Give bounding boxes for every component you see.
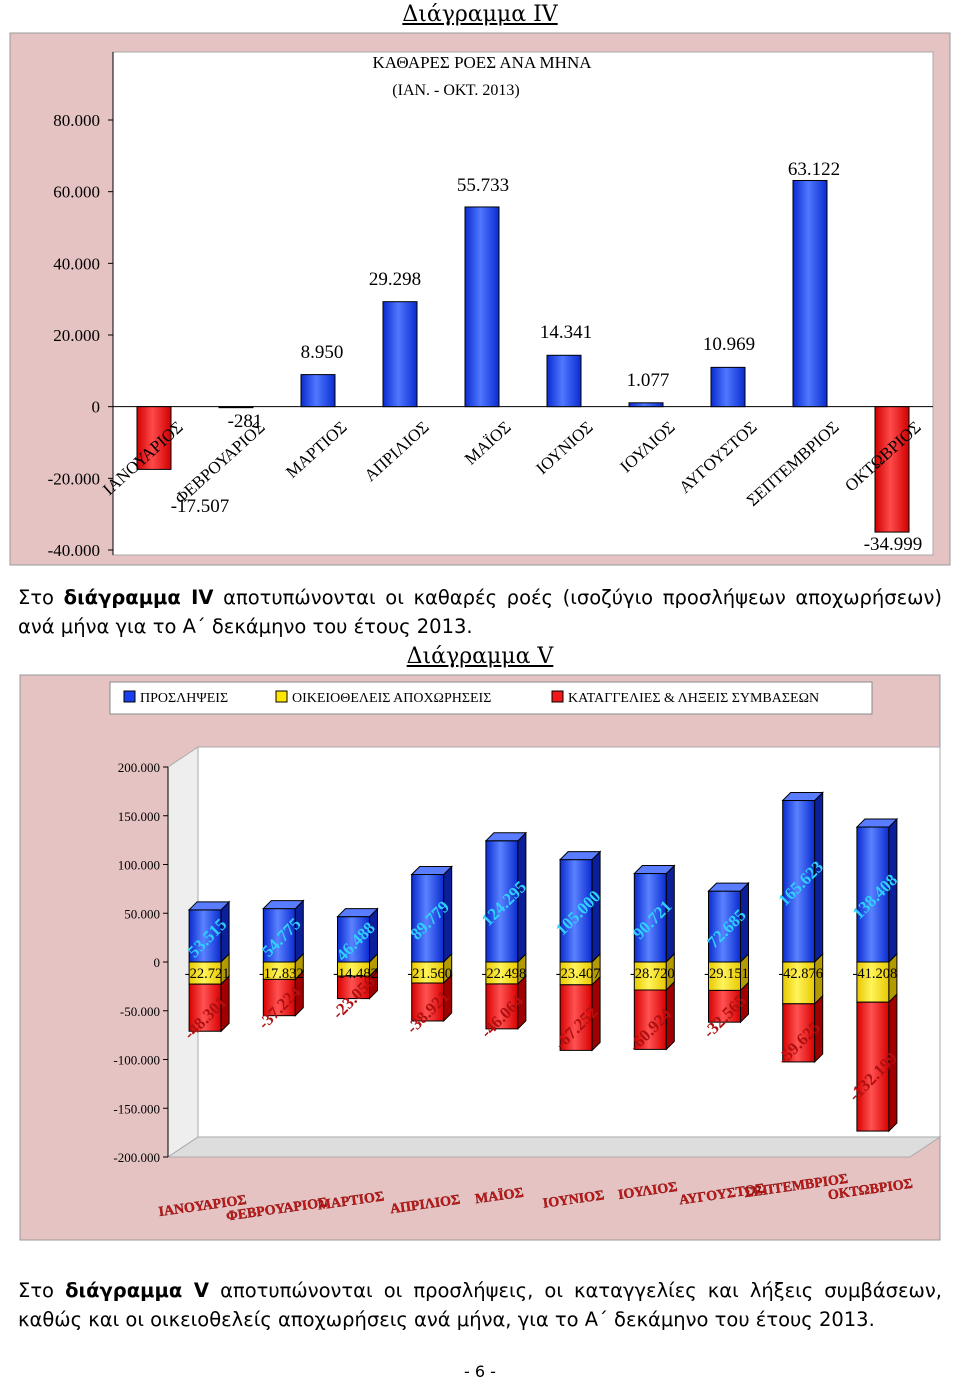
chart2-bar-top [633, 865, 676, 875]
chart1-bar [874, 406, 910, 533]
chart2-bar-top [187, 901, 231, 911]
chart2-bar-segment [559, 984, 593, 1051]
chart2-bar-segment [262, 908, 296, 963]
chart1-y-tick-label: 0 [92, 398, 101, 417]
chart2-bar-side [369, 966, 378, 1000]
chart2-yellow-label: -17.832 [259, 966, 304, 982]
chart1-subtitle: (ΙΑΝ. - ΟΚΤ. 2013) [392, 82, 519, 99]
chart2-legend-swatch [275, 690, 288, 703]
chart2-bar-segment [559, 859, 593, 963]
chart1-value-label: -17.507 [171, 496, 230, 517]
chart2-bar-segment [708, 989, 741, 1023]
chart2-yellow-label: -22.498 [482, 966, 527, 982]
chart2-bar-side [740, 981, 749, 1024]
chart1-y-tick-label: -40.000 [48, 541, 100, 560]
chart2-category-label: ΜΑΪΟΣ [474, 1185, 525, 1208]
chart1-bar [792, 179, 828, 408]
chart2-y-tick-label: 150.000 [118, 809, 160, 824]
chart2-bar-top [336, 908, 379, 918]
chart2-yellow-label: -42.876 [778, 966, 823, 982]
chart2-bar-top [558, 851, 602, 861]
chart1-bar [628, 402, 664, 408]
chart1-y-tick-label: -20.000 [48, 469, 100, 488]
chart2-bar-side [814, 994, 824, 1064]
chart2-y-tick-label: 50.000 [124, 906, 160, 921]
chart1-value-label: 63.122 [788, 159, 840, 180]
chart2-bar-segment [188, 983, 222, 1032]
chart1-bar [464, 206, 500, 408]
diagram-iv-heading: Διάγραμμα IV [402, 2, 558, 27]
chart1-y-tick-label: 80.000 [53, 111, 100, 130]
chart2-bar-side [591, 975, 601, 1052]
chart2-y-tick-label: 200.000 [118, 760, 160, 775]
chart2-y-tick-label: -150.000 [113, 1101, 160, 1116]
diagram-v-description: Στο διάγραμμα V αποτυπώνονται οι προσλήψ… [18, 1279, 942, 1331]
chart2-bar-segment [633, 989, 667, 1050]
chart2-bar-top [410, 865, 453, 875]
chart2-bar-segment [262, 978, 296, 1017]
chart1-value-label: 55.733 [457, 175, 509, 196]
chart1-bar [218, 406, 254, 409]
chart2-legend-swatch [123, 690, 136, 703]
chart2-yellow-label: -21.560 [407, 966, 452, 982]
chart2-yellow-label: -23.407 [556, 966, 601, 982]
chart2-legend-label: ΟΙΚΕΙΟΘΕΛΕΙΣ ΑΠΟΧΩΡΗΣΕΙΣ [292, 691, 491, 706]
chart1-value-label: 8.950 [301, 342, 344, 363]
chart2-bar-top [855, 818, 899, 828]
chart2-legend-swatch [551, 690, 564, 703]
chart2-bar-segment [782, 1003, 816, 1063]
chart2-yellow-label: -28.720 [630, 966, 675, 982]
chart2-yellow-label: -29.151 [704, 966, 749, 982]
net-flows-chart: ΚΑΘΑΡΕΣ ΡΟΕΣ ΑΝΑ ΜΗΝΑ (ΙΑΝ. - ΟΚΤ. 2013)… [9, 32, 951, 566]
hires-separations-chart: ΠΡΟΣΛΗΨΕΙΣ ΟΙΚΕΙΟΘΕΛΕΙΣ ΑΠΟΧΩΡΗΣΕΙΣ ΚΑΤΑΓΓ… [19, 674, 942, 1241]
chart2-bar-top [781, 792, 824, 802]
page-number: - 6 - [464, 1362, 496, 1381]
chart1-value-label: -34.999 [864, 534, 923, 555]
chart2-y-tick-label: 100.000 [118, 858, 160, 873]
chart1-value-label: 29.298 [369, 269, 421, 290]
diagram-iv-description: Στο διάγραμμα IV αποτυπώνονται οι καθαρέ… [18, 586, 942, 638]
chart1-value-label: 10.969 [703, 334, 755, 355]
chart1-value-label: -281 [228, 411, 263, 432]
chart2-legend-label: ΚΑΤΑΓΓΕΛΙΕΣ & ΛΗΞΕΙΣ ΣΥΜΒΑΣΕΩΝ [568, 691, 819, 706]
chart1-title: ΚΑΘΑΡΕΣ ΡΟΕΣ ΑΝΑ ΜΗΝΑ [373, 53, 593, 72]
chart2-yellow-label: -14.482 [333, 966, 378, 982]
chart2-bar-segment [485, 983, 519, 1030]
chart1-bar [136, 406, 172, 470]
chart1-y-tick-label: 60.000 [53, 183, 100, 202]
chart2-bar-side [665, 980, 675, 1051]
chart2-y-tick-label: -50.000 [120, 1004, 160, 1019]
chart2-bar-side [443, 973, 453, 1023]
chart2-legend-label: ΠΡΟΣΛΗΨΕΙΣ [140, 691, 228, 706]
chart2-bar-segment [411, 982, 445, 1022]
chart2-y-tick-label: -200.000 [113, 1150, 160, 1165]
chart2-y-tick-label: -100.000 [113, 1053, 160, 1068]
chart1-bar [710, 366, 746, 408]
chart2-bar-side [517, 974, 527, 1031]
chart1-bar [300, 374, 336, 408]
chart1-value-label: 14.341 [540, 322, 592, 343]
chart2-legend [109, 681, 873, 715]
chart1-bar [382, 301, 418, 408]
chart2-bar-segment [485, 840, 519, 963]
chart1-y-tick-label: 20.000 [53, 326, 100, 345]
chart2-bar-side [220, 974, 230, 1033]
chart2-yellow-label: -22.721 [185, 966, 230, 982]
chart2-y-tick-label: 0 [154, 955, 161, 970]
chart1-y-tick-label: 40.000 [53, 254, 100, 273]
chart1-value-label: 1.077 [627, 370, 670, 391]
chart2-bar-side [294, 970, 304, 1017]
chart2-yellow-label: -41.208 [853, 966, 898, 982]
chart2-bar-segment [856, 826, 890, 963]
chart2-floor [166, 1136, 942, 1158]
chart2-bar-top [484, 832, 528, 842]
chart2-bar-top [707, 882, 750, 892]
diagram-v-heading: Διάγραμμα V [406, 644, 554, 669]
chart2-bar-top [262, 900, 305, 910]
chart2-bar-side [888, 992, 898, 1133]
chart1-bar [546, 354, 582, 408]
